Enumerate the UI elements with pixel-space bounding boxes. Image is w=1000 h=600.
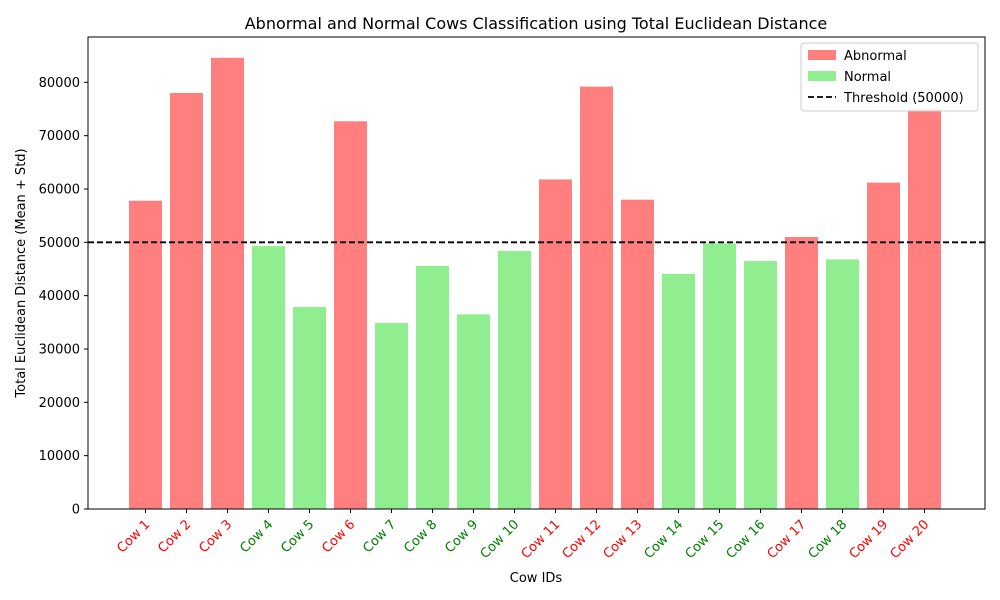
y-tick-label: 20000 — [39, 396, 80, 411]
x-tick-label: Cow 3 — [196, 517, 235, 556]
x-axis: Cow 1 Cow 2 Cow 3 Cow 4 Cow 5 Cow 6 Cow 7 Cow 8… — [114, 509, 932, 562]
x-tick-label: Cow 19 — [847, 517, 892, 562]
y-tick-label: 0 — [72, 503, 80, 518]
x-tick-label: Cow 11 — [519, 517, 564, 562]
y-tick-label: 10000 — [39, 449, 80, 464]
bar-cow-13 — [621, 199, 654, 509]
x-tick-label: Cow 4 — [237, 517, 276, 556]
y-tick-label: 60000 — [39, 183, 80, 198]
bar-cow-11 — [539, 179, 572, 509]
chart-title: Abnormal and Normal Cows Classification … — [245, 14, 828, 33]
legend-label-threshold: Threshold (50000) — [843, 91, 964, 106]
bar-cow-9 — [457, 314, 490, 509]
bar-cow-6 — [334, 121, 367, 510]
x-tick-label: Cow 2 — [155, 517, 194, 556]
y-tick-label: 40000 — [39, 289, 80, 304]
bar-cow-4 — [252, 246, 285, 510]
bar-cow-3 — [211, 57, 244, 510]
y-tick-label: 80000 — [39, 76, 80, 91]
x-tick-label: Cow 17 — [765, 517, 810, 562]
x-tick-label: Cow 18 — [806, 517, 851, 562]
x-tick-label: Cow 20 — [888, 517, 933, 562]
bar-cow-18 — [826, 259, 859, 509]
x-tick-label: Cow 14 — [642, 517, 687, 562]
y-tick-label: 70000 — [39, 129, 80, 144]
x-tick-label: Cow 1 — [114, 517, 153, 556]
bar-cow-20 — [908, 109, 941, 509]
bar-cow-1 — [129, 200, 162, 509]
x-tick-label: Cow 7 — [360, 517, 399, 556]
x-tick-label: Cow 5 — [278, 517, 317, 556]
legend-label-abnormal: Abnormal — [844, 49, 907, 64]
bar-cow-10 — [498, 250, 531, 509]
x-tick-label: Cow 6 — [319, 517, 358, 556]
bar-cow-19 — [867, 182, 900, 509]
bars-group — [129, 57, 941, 510]
bar-cow-2 — [170, 93, 203, 509]
bar-cow-7 — [375, 322, 408, 509]
legend-swatch-abnormal — [808, 50, 836, 60]
bar-cow-16 — [744, 261, 777, 509]
legend-swatch-normal — [808, 71, 836, 81]
x-tick-label: Cow 15 — [683, 517, 728, 562]
x-axis-label: Cow IDs — [510, 571, 563, 586]
x-tick-label: Cow 10 — [478, 517, 523, 562]
bar-cow-15 — [703, 243, 736, 509]
bar-cow-12 — [580, 86, 613, 509]
bar-cow-14 — [662, 273, 695, 509]
x-tick-label: Cow 9 — [442, 517, 481, 556]
x-tick-label: Cow 13 — [601, 517, 646, 562]
legend-label-normal: Normal — [844, 70, 891, 85]
x-tick-label: Cow 12 — [560, 517, 605, 562]
y-axis: 0 10000 20000 30000 40000 50000 60000 70000 8000… — [39, 76, 88, 518]
legend-frame — [800, 42, 979, 112]
x-tick-label: Cow 8 — [401, 517, 440, 556]
bar-cow-5 — [293, 306, 326, 509]
plot-frame — [87, 36, 986, 510]
bar-cow-8 — [416, 265, 449, 509]
bar-cow-17 — [785, 237, 818, 509]
x-tick-label: Cow 16 — [724, 517, 769, 562]
legend: Abnormal Normal Threshold (50000) — [800, 42, 979, 112]
y-tick-label: 30000 — [39, 343, 80, 358]
y-tick-label: 50000 — [39, 236, 80, 251]
y-axis-label: Total Euclidean Distance (Mean + Std) — [14, 148, 29, 398]
